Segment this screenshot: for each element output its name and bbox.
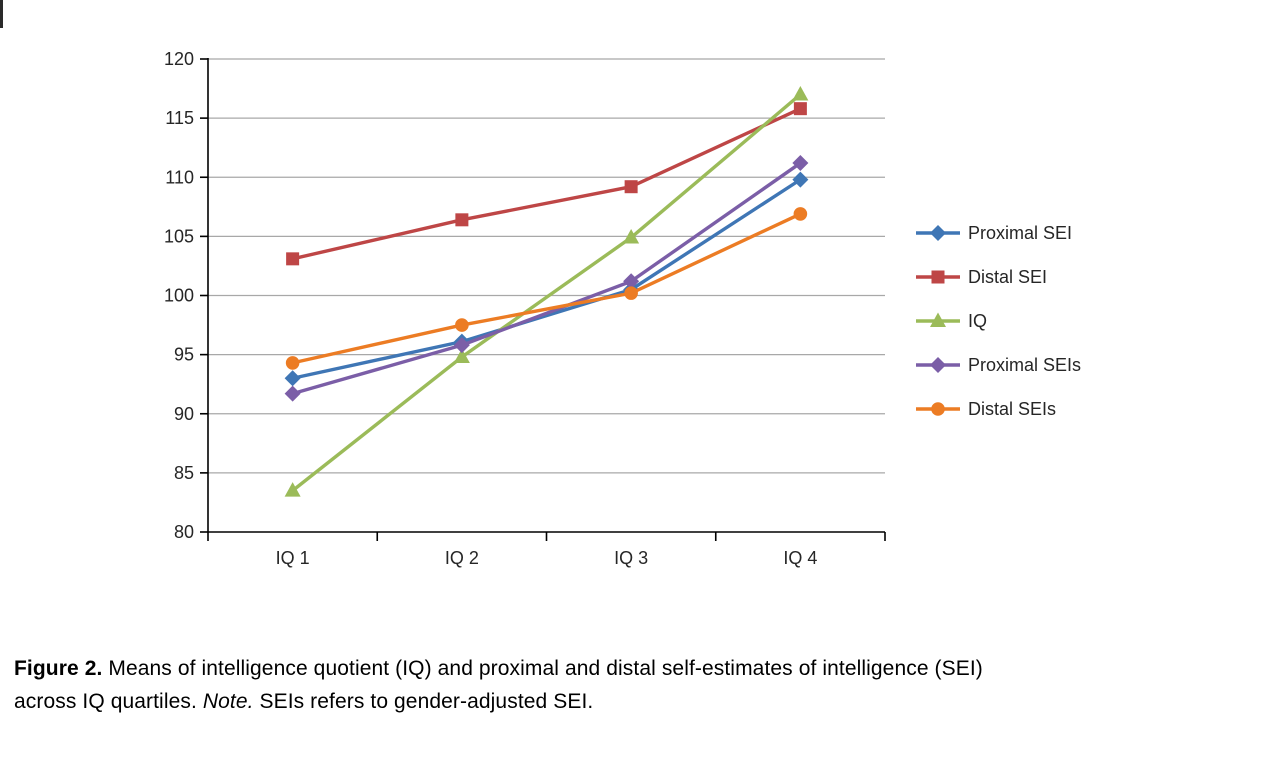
- x-tick-label: IQ 2: [445, 548, 479, 568]
- series-marker: [284, 482, 301, 497]
- line-chart: 80 85 90 95 100 105 110 115 120 IQ 1 IQ 2 IQ 3 IQ 4 P…: [164, 49, 1081, 568]
- series-marker: [792, 155, 809, 172]
- series-marker: [284, 385, 301, 402]
- legend-swatch-marker: [931, 402, 945, 416]
- series-marker: [453, 337, 470, 354]
- y-tick-label: 85: [174, 463, 194, 483]
- legend-label: IQ: [968, 311, 987, 331]
- series-marker: [623, 273, 640, 290]
- caption-note-text: SEIs refers to gender-adjusted SEI.: [259, 689, 594, 713]
- y-tick-label: 100: [164, 286, 194, 306]
- series-marker: [792, 171, 809, 188]
- series-marker: [793, 207, 808, 221]
- series-marker: [285, 356, 300, 370]
- series-line: [292, 161, 802, 396]
- series-marker: [284, 370, 301, 387]
- legend-item: Distal SEIs: [916, 399, 1056, 419]
- caption-note-label: Note.: [202, 689, 254, 713]
- y-tick-label: 90: [174, 404, 194, 424]
- legend-label: Distal SEI: [968, 267, 1047, 287]
- series-marker: [792, 85, 809, 101]
- figure-caption: Figure 2. Means of intelligence quotient…: [14, 653, 1268, 718]
- legend-item: Proximal SEIs: [916, 355, 1081, 375]
- legend-swatch-marker: [930, 357, 946, 373]
- series-marker: [455, 318, 469, 332]
- legend-item: Proximal SEI: [916, 223, 1072, 243]
- series-marker: [286, 252, 300, 266]
- series-marker: [624, 286, 638, 300]
- legend-swatch-marker: [930, 312, 946, 327]
- series-line: [292, 212, 802, 365]
- series-marker: [623, 229, 640, 244]
- legend-label: Proximal SEIs: [968, 355, 1081, 375]
- legend-item: Distal SEI: [916, 267, 1047, 287]
- series-marker: [624, 180, 638, 194]
- y-tick-label: 115: [165, 108, 194, 128]
- y-tick-label: 80: [174, 522, 194, 542]
- series-marker: [455, 213, 469, 227]
- legend-swatch-marker: [930, 225, 946, 241]
- x-tick-label: IQ 3: [614, 548, 648, 568]
- series-line: [292, 107, 802, 261]
- scan-artifact: [0, 0, 3, 28]
- y-tick-label: 110: [165, 167, 194, 187]
- series-line: [292, 178, 802, 380]
- caption-line2: across IQ quartiles.: [14, 689, 197, 713]
- series-line: [291, 93, 802, 492]
- caption-line1: Means of intelligence quotient (IQ) and …: [108, 657, 983, 680]
- y-tick-label: 105: [164, 226, 194, 246]
- legend-label: Proximal SEI: [968, 223, 1072, 243]
- legend-swatch-marker: [931, 270, 945, 284]
- series-marker: [793, 102, 807, 116]
- figure-label: Figure 2.: [14, 657, 103, 680]
- legend-item: IQ: [916, 311, 987, 331]
- x-tick-label: IQ 4: [783, 548, 817, 568]
- y-tick-label: 120: [164, 49, 194, 69]
- x-tick-label: IQ 1: [276, 548, 310, 568]
- series-marker: [453, 348, 470, 363]
- y-tick-label: 95: [174, 345, 194, 365]
- legend-label: Distal SEIs: [968, 399, 1056, 419]
